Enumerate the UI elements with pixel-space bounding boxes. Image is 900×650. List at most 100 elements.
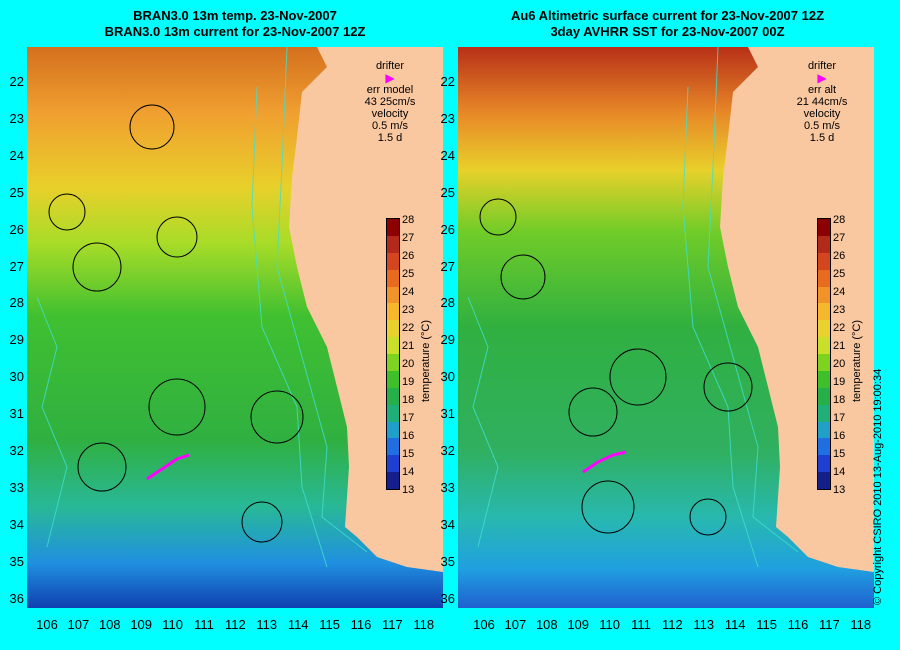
left-map-graphic [27, 47, 443, 608]
longitude-label: 117 [819, 617, 840, 632]
right-legend-drifter: drifter [807, 60, 837, 72]
colorbar-tick: 27 [833, 232, 846, 244]
colorbar-tick: 14 [833, 466, 846, 478]
longitude-label: 116 [350, 617, 372, 632]
colorbar-segment [387, 421, 399, 439]
colorbar-segment [818, 421, 830, 439]
left-legend-err-label: err model [366, 84, 414, 96]
longitude-label: 108 [98, 617, 121, 632]
right-map-panel [458, 47, 874, 608]
left-title-line1: BRAN3.0 13m temp. 23-Nov-2007 [133, 8, 337, 23]
colorbar-tick: 15 [402, 448, 415, 460]
colorbar-tick: 26 [833, 250, 846, 262]
right-legend-err-label: err alt [807, 84, 837, 96]
right-legend-err-value: 21 44cm/s [796, 96, 848, 108]
latitude-label: 25 [440, 184, 455, 200]
latitude-label: 30 [440, 369, 455, 385]
colorbar-tick: 20 [833, 358, 846, 370]
right-title-line1: Au6 Altimetric surface current for 23-No… [510, 8, 825, 23]
colorbar-tick: 22 [402, 322, 415, 334]
latitude-label: 34 [9, 516, 24, 532]
colorbar-tick: 19 [402, 376, 415, 388]
latitude-label: 22 [440, 74, 455, 89]
longitude-label: 116 [787, 617, 809, 632]
colorbar-tick: 18 [402, 394, 415, 406]
colorbar-segment [818, 252, 830, 270]
longitude-label: 109 [567, 617, 590, 632]
latitude-label: 28 [440, 295, 455, 311]
colorbar-segment [387, 387, 399, 405]
colorbar-tick: 25 [833, 268, 846, 280]
latitude-label: 31 [9, 406, 24, 422]
colorbar-segment [818, 370, 830, 388]
longitude-label: 106 [473, 617, 495, 632]
colorbar-tick: 23 [402, 304, 415, 316]
longitude-label: 109 [130, 617, 153, 632]
colorbar-segment [387, 337, 399, 354]
colorbar-segment [387, 235, 399, 253]
colorbar-segment [818, 269, 830, 287]
right-title-line2: 3day AVHRR SST for 23-Nov-2007 00Z [550, 24, 785, 39]
colorbar-segment [818, 286, 830, 304]
longitude-label: 115 [319, 617, 340, 632]
latitude-label: 32 [440, 443, 455, 458]
longitude-label: 118 [850, 617, 872, 632]
colorbar-tick: 17 [833, 412, 846, 424]
latitude-label: 24 [9, 147, 24, 163]
longitude-label: 114 [287, 617, 309, 632]
latitude-label: 34 [440, 516, 455, 532]
colorbar-segment [818, 235, 830, 253]
colorbar-segment [387, 370, 399, 388]
colorbar-segment [818, 472, 830, 489]
left-legend-vel-time: 1.5 d [377, 132, 403, 144]
latitude-label: 35 [440, 553, 455, 569]
colorbar-segment [818, 337, 830, 354]
colorbar-segment [387, 320, 399, 338]
right-colorbar-label: temperature (°C) [851, 319, 863, 402]
colorbar-tick: 16 [833, 430, 846, 442]
right-map-graphic [458, 47, 874, 608]
right-legend-vel-time: 1.5 d [809, 132, 835, 144]
colorbar-segment [818, 320, 830, 338]
longitude-label: 113 [256, 617, 278, 632]
colorbar-tick: 13 [833, 484, 846, 496]
latitude-label: 31 [440, 406, 455, 422]
left-colorbar [386, 218, 400, 490]
colorbar-segment [387, 455, 399, 473]
colorbar-tick: 27 [402, 232, 415, 244]
colorbar-tick: 22 [833, 322, 846, 334]
latitude-label: 23 [440, 110, 455, 126]
colorbar-tick: 28 [833, 214, 846, 226]
colorbar-segment [387, 286, 399, 304]
left-legend-err-value: 43 25cm/s [364, 96, 416, 108]
left-legend-velocity: velocity [371, 108, 409, 120]
left-panel-title: BRAN3.0 13m temp. 23-Nov-2007 BRAN3.0 13… [60, 8, 410, 40]
colorbar-segment [818, 455, 830, 473]
left-legend-drifter: drifter [375, 60, 405, 72]
right-drifter-track [582, 450, 627, 474]
longitude-label: 115 [756, 617, 777, 632]
colorbar-tick: 18 [833, 394, 846, 406]
colorbar-tick: 16 [402, 430, 415, 442]
colorbar-segment [818, 303, 830, 321]
latitude-label: 27 [440, 258, 455, 274]
colorbar-tick: 23 [833, 304, 846, 316]
copyright-notice: © Copyright CSIRO 2010 13-Aug-2010 19:00… [872, 368, 884, 605]
latitude-label: 25 [9, 184, 24, 200]
colorbar-tick: 21 [402, 340, 415, 352]
latitude-label: 22 [9, 74, 24, 89]
left-legend-vel-scale: 0.5 m/s [371, 120, 409, 132]
colorbar-segment [387, 438, 399, 456]
longitude-label: 113 [693, 617, 715, 632]
left-map-panel [27, 47, 443, 608]
latitude-label: 36 [9, 590, 24, 606]
latitude-label: 36 [440, 590, 455, 606]
longitude-label: 106 [36, 617, 58, 632]
right-legend: drifter ▶ err alt 21 44cm/s velocity 0.5… [787, 60, 857, 144]
latitude-label: 32 [9, 443, 24, 458]
drifter-marker-icon: ▶ [385, 71, 395, 85]
longitude-label: 114 [724, 617, 746, 632]
latitude-label: 30 [9, 369, 24, 385]
latitude-label: 33 [9, 479, 24, 495]
colorbar-tick: 26 [402, 250, 415, 262]
